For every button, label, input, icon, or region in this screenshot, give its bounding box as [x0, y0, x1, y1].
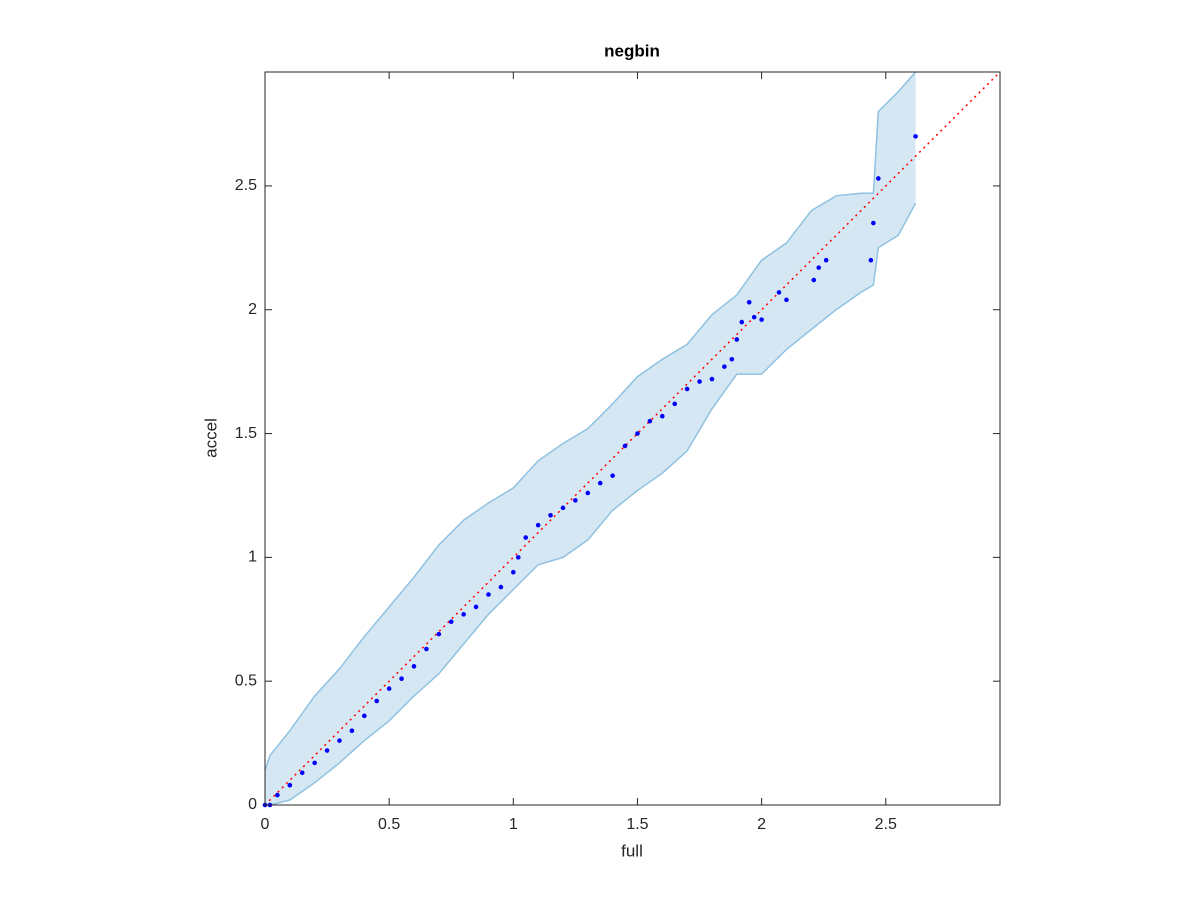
data-point [498, 584, 504, 590]
data-point [659, 413, 665, 419]
data-point [374, 698, 380, 704]
data-point [337, 738, 342, 743]
data-point [299, 770, 305, 776]
data-point [672, 401, 678, 407]
data-point [535, 522, 541, 528]
data-point [759, 317, 764, 322]
y-axis-label: accel [201, 418, 220, 458]
confidence-band [265, 72, 916, 805]
data-point [684, 386, 690, 392]
x-tick-label: 0.5 [378, 816, 400, 833]
y-tick-label: 2 [248, 301, 257, 318]
data-point [647, 418, 653, 424]
data-point [746, 300, 752, 305]
data-point [362, 713, 367, 719]
data-point [751, 314, 757, 320]
data-point [523, 535, 529, 540]
band-lower-edge [265, 202, 917, 806]
data-point [823, 257, 829, 263]
chart-title: negbin [604, 41, 660, 60]
y-tick-label: 1 [248, 549, 257, 566]
data-point [697, 379, 702, 384]
data-point [871, 220, 876, 226]
y-tick-label: 2.5 [235, 177, 257, 194]
data-point [461, 612, 466, 617]
y-tick-label: 0.5 [235, 672, 257, 689]
data-point [424, 646, 429, 652]
data-point [386, 686, 392, 691]
data-point [734, 337, 740, 342]
x-tick-label: 2 [757, 816, 766, 833]
data-point [560, 505, 566, 511]
y-tick-label: 1.5 [235, 425, 257, 442]
data-point [324, 748, 330, 753]
data-point [411, 664, 417, 669]
data-point [548, 512, 553, 518]
data-point [349, 728, 355, 734]
data-point [448, 619, 454, 625]
data-point [436, 631, 442, 637]
data-point [312, 760, 317, 766]
x-tick-label: 2.5 [875, 816, 897, 833]
data-point [610, 473, 615, 478]
data-point [511, 569, 516, 575]
data-point [816, 265, 822, 270]
data-point [287, 782, 293, 788]
data-point [473, 604, 479, 610]
data-point [275, 792, 280, 798]
data-point [597, 480, 603, 486]
data-point [868, 257, 874, 263]
data-point [515, 555, 521, 560]
data-point [573, 498, 578, 503]
y-tick-label: 0 [248, 796, 257, 813]
x-axis-label: full [621, 841, 643, 860]
reference-line [264, 71, 1001, 806]
data-point [811, 277, 817, 283]
data-point [784, 297, 789, 303]
axes-box [264, 71, 1001, 806]
data-point [635, 431, 640, 436]
data-point [739, 319, 745, 325]
x-tick-label: 1.5 [626, 816, 648, 833]
x-tick-label: 0 [261, 816, 270, 833]
data-point [776, 290, 782, 295]
data-point [913, 134, 918, 139]
band-upper-edge [264, 71, 917, 771]
data-point [399, 676, 404, 682]
data-point [709, 376, 715, 382]
x-tick-label: 1 [509, 816, 518, 833]
data-point [585, 490, 591, 496]
data-point [486, 592, 491, 597]
data-point [722, 364, 727, 369]
data-point [876, 176, 881, 181]
data-point [729, 356, 735, 362]
data-point [622, 443, 628, 449]
